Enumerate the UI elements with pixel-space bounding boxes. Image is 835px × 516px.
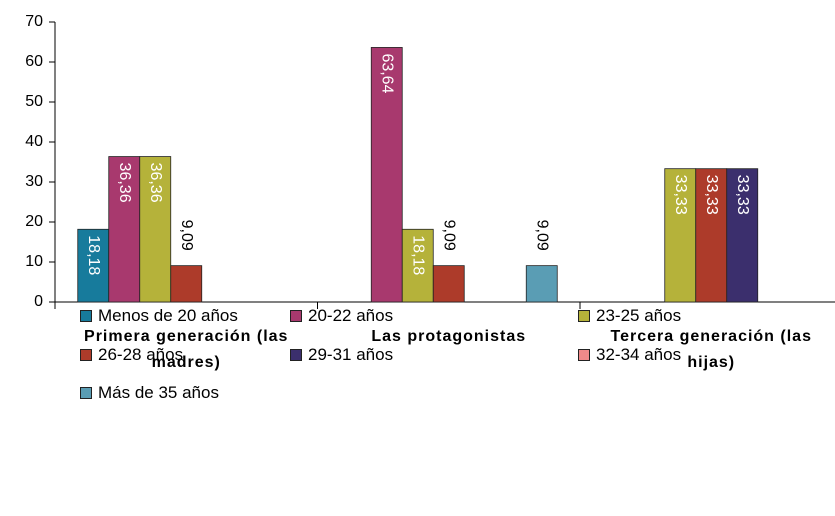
legend-label: 29-31 años xyxy=(308,345,394,364)
legend-swatch xyxy=(80,349,92,361)
y-tick-label: 0 xyxy=(34,293,43,310)
legend-item: Más de 35 años xyxy=(80,381,219,405)
legend-swatch xyxy=(578,310,590,322)
data-label: 33,33 xyxy=(703,175,720,215)
data-label: 36,36 xyxy=(147,163,164,203)
bar xyxy=(370,47,403,303)
data-label: 63,64 xyxy=(379,53,396,93)
y-tick-label: 70 xyxy=(25,13,43,30)
legend-label: 20-22 años xyxy=(308,306,394,325)
y-tick-label: 40 xyxy=(25,133,43,150)
bar xyxy=(525,265,558,303)
data-label: 18,18 xyxy=(85,235,102,275)
data-label: 9,09 xyxy=(178,220,195,251)
legend-label: 32-34 años xyxy=(596,345,682,364)
data-label: 33,33 xyxy=(672,175,689,215)
legend-item: 32-34 años xyxy=(578,343,681,367)
data-label: 9,09 xyxy=(534,220,551,251)
y-tick-label: 60 xyxy=(25,53,43,70)
legend-label: Menos de 20 años xyxy=(98,306,238,325)
bar xyxy=(432,265,465,303)
legend-item: 26-28 años xyxy=(80,343,183,367)
bar xyxy=(726,168,759,303)
y-tick-label: 10 xyxy=(25,253,43,270)
bar xyxy=(695,168,728,303)
legend-swatch xyxy=(578,349,590,361)
legend-item: 20-22 años xyxy=(290,304,393,328)
legend-swatch xyxy=(80,387,92,399)
y-tick-label: 50 xyxy=(25,93,43,110)
bar xyxy=(139,156,172,303)
y-tick-label: 30 xyxy=(25,173,43,190)
legend-swatch xyxy=(290,310,302,322)
legend-item: 23-25 años xyxy=(578,304,681,328)
x-tick-label: Las protagonistas xyxy=(371,328,527,345)
x-tick-label: Primera generación (las madres) xyxy=(84,328,289,371)
legend-label: 23-25 años xyxy=(596,306,682,325)
bar xyxy=(401,228,434,303)
bar xyxy=(664,168,697,303)
bar xyxy=(108,156,141,303)
legend-label: 26-28 años xyxy=(98,345,184,364)
data-label: 36,36 xyxy=(116,163,133,203)
data-label: 33,33 xyxy=(734,175,751,215)
data-label: 9,09 xyxy=(441,220,458,251)
x-tick-label: Tercera generación (las hijas) xyxy=(610,328,812,371)
legend-swatch xyxy=(80,310,92,322)
bar xyxy=(170,265,203,303)
legend-swatch xyxy=(290,349,302,361)
y-tick-label: 20 xyxy=(25,213,43,230)
legend-label: Más de 35 años xyxy=(98,383,219,402)
legend-item: 29-31 años xyxy=(290,343,393,367)
data-label: 18,18 xyxy=(410,235,427,275)
legend-item: Menos de 20 años xyxy=(80,304,238,328)
